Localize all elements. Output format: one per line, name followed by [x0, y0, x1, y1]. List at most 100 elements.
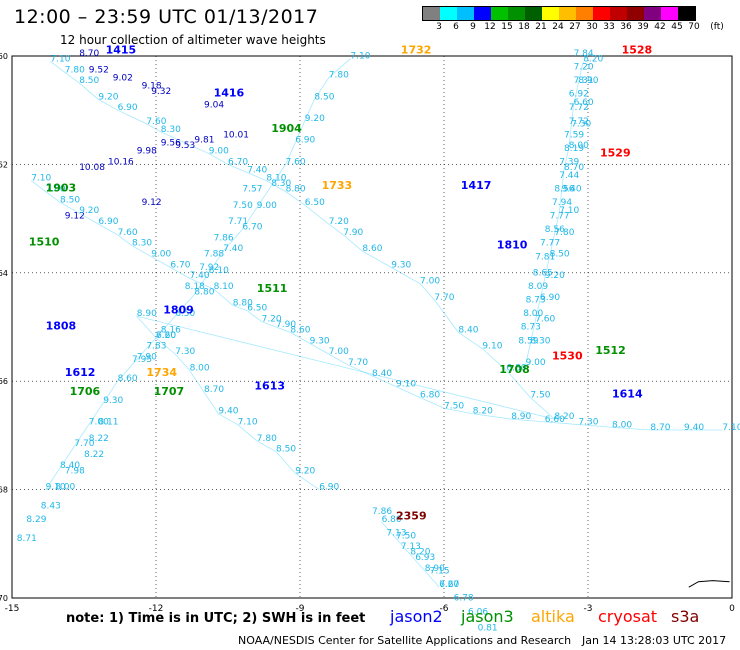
- time-label: 1416: [214, 87, 245, 100]
- swh-label: 8.30: [132, 239, 152, 249]
- color-scale-ticks: 3 6 9 12 15 18 21 24 27 30 33 36 39 42 45 70 (ft): [422, 22, 740, 34]
- swh-label: 8.00: [190, 363, 210, 373]
- color-tick-label: 30: [586, 22, 598, 32]
- swh-label: 9.12: [142, 198, 162, 208]
- swh-label: 7.15: [430, 567, 450, 577]
- swh-label: 7.13: [386, 529, 406, 539]
- color-tick-label: 27: [569, 22, 581, 32]
- swh-label: 8.00: [569, 141, 589, 151]
- swh-label: 8.90: [137, 309, 157, 319]
- legend-entry-jason2: jason2: [390, 607, 443, 626]
- swh-label: 7.00: [329, 347, 349, 357]
- swh-label: 6.60: [574, 98, 594, 108]
- swh-label: 7.20: [574, 63, 594, 73]
- swh-label: 9.98: [137, 147, 157, 157]
- swh-label: 7.20: [262, 315, 282, 325]
- swh-label: 8.20: [554, 412, 574, 422]
- time-label: 1808: [46, 320, 77, 333]
- swh-label: 8.60: [362, 244, 382, 254]
- time-label: 1511: [257, 282, 288, 295]
- swh-label: 6.50: [305, 198, 325, 208]
- swh-label: 8.00: [523, 309, 543, 319]
- swh-label: 8.80: [194, 287, 214, 297]
- swh-label: 8.90: [578, 76, 598, 86]
- color-tick-label: 42: [654, 22, 666, 32]
- swh-label: 7.20: [329, 217, 349, 227]
- swh-label: 9.10: [396, 380, 416, 390]
- swh-label: 8.73: [521, 323, 541, 333]
- swh-label: 9.20: [295, 466, 315, 476]
- x-tick-label: -6: [440, 604, 449, 614]
- color-tick-label: 18: [518, 22, 530, 32]
- swh-label: 8.19: [564, 144, 584, 154]
- swh-label: 8.40: [60, 461, 80, 471]
- swh-label: 6.90: [319, 483, 339, 493]
- color-swatch: [661, 7, 678, 20]
- track-cryosat: [525, 61, 584, 366]
- color-swatch: [474, 7, 491, 20]
- color-tick-label: 24: [552, 22, 564, 32]
- color-tick-label: 21: [535, 22, 547, 32]
- swh-label: 6.90: [118, 103, 138, 113]
- time-label: 1732: [401, 43, 432, 56]
- y-tick-label: -60: [0, 52, 8, 61]
- y-tick-label: -70: [0, 594, 8, 603]
- swh-label: 9.00: [209, 147, 229, 157]
- color-swatch: [593, 7, 610, 20]
- swh-label: 7.70: [434, 293, 454, 303]
- swh-label: 8.40: [458, 325, 478, 335]
- time-label: 2359: [396, 509, 427, 522]
- swh-label: 6.50: [175, 309, 195, 319]
- color-swatch: [559, 7, 576, 20]
- swh-label: 7.00: [420, 277, 440, 287]
- swh-label: 6.70: [242, 222, 262, 232]
- swh-label: 9.40: [562, 185, 582, 195]
- color-tick-label: 15: [501, 22, 513, 32]
- swh-label: 8.70: [79, 49, 99, 59]
- time-label: 1415: [106, 43, 137, 56]
- swh-label: 7.31: [574, 76, 594, 86]
- swh-label: 7.70: [74, 439, 94, 449]
- color-swatch: [525, 7, 542, 20]
- swh-label: 7.83: [146, 342, 166, 352]
- x-tick-label: -9: [296, 604, 305, 614]
- swh-label: 9.81: [194, 136, 214, 146]
- color-swatch: [423, 7, 440, 20]
- x-tick-label: -12: [149, 604, 164, 614]
- swh-label: 6.93: [415, 553, 435, 563]
- swh-label: 7.60: [535, 315, 555, 325]
- x-tick-label: 0: [729, 604, 735, 614]
- time-label: 1734: [146, 366, 177, 379]
- swh-label: 7.84: [574, 49, 594, 59]
- swh-label: 9.00: [526, 358, 546, 368]
- time-label: 1512: [595, 344, 626, 357]
- color-tick-label: 70: [688, 22, 700, 32]
- swh-label: 9.30: [103, 396, 123, 406]
- color-tick-label: 6: [453, 22, 459, 32]
- swh-label: 8.70: [564, 163, 584, 173]
- color-tick-label: 39: [637, 22, 649, 32]
- swh-label: 7.60: [146, 117, 166, 127]
- y-tick-label: -66: [0, 377, 8, 386]
- legend-entry-altika: altika: [531, 607, 575, 626]
- swh-label: 8.43: [41, 502, 61, 512]
- swh-label: 7.50: [233, 201, 253, 211]
- time-label: 1510: [29, 236, 60, 249]
- swh-label: 9.02: [113, 73, 133, 83]
- color-swatch: [542, 7, 559, 20]
- swh-label: 7.77: [550, 212, 570, 222]
- color-tick-label: 36: [620, 22, 632, 32]
- swh-label: 8.80: [233, 298, 253, 308]
- swh-label: 6.80: [382, 515, 402, 525]
- swh-label: 7.10: [722, 423, 740, 433]
- swh-label: 8.80: [286, 185, 306, 195]
- swh-label: 8.70: [650, 423, 670, 433]
- swh-label: 7.80: [257, 434, 277, 444]
- swh-label: 9.04: [204, 100, 224, 110]
- swh-label: 6.60: [156, 331, 176, 341]
- color-tick-label: (ft): [710, 22, 724, 32]
- swh-label: 7.72: [569, 117, 589, 127]
- swh-label: 7.60: [286, 157, 306, 167]
- swh-label: 7.44: [559, 171, 579, 181]
- swh-label: 7.86: [372, 507, 392, 517]
